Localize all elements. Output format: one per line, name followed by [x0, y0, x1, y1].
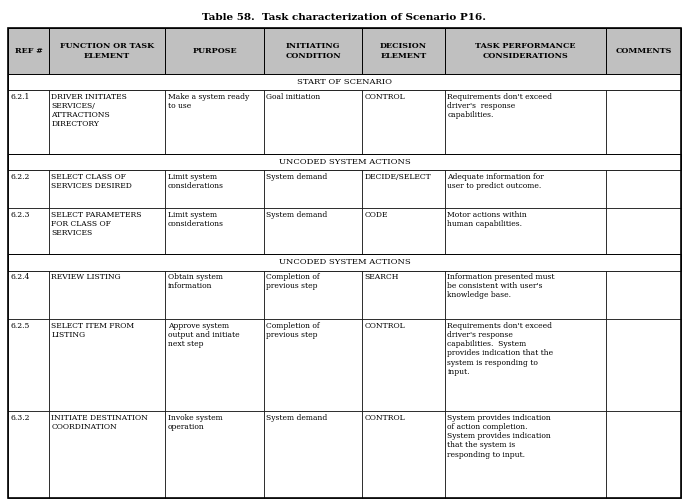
Text: Goal initiation: Goal initiation — [267, 93, 320, 101]
Text: System demand: System demand — [267, 173, 327, 181]
Bar — [165, 28, 264, 74]
Bar — [445, 171, 606, 208]
Bar — [445, 90, 606, 154]
Bar — [165, 90, 264, 154]
Bar — [264, 208, 362, 255]
Bar — [264, 271, 362, 319]
Text: 6.3.2: 6.3.2 — [10, 414, 30, 422]
Text: 6.2.5: 6.2.5 — [10, 322, 30, 330]
Bar — [362, 208, 445, 255]
Text: 6.2.1: 6.2.1 — [10, 93, 30, 101]
Bar — [49, 28, 165, 74]
Text: SELECT ITEM FROM
LISTING: SELECT ITEM FROM LISTING — [52, 322, 134, 339]
Bar — [8, 154, 681, 171]
Bar — [362, 319, 445, 411]
Text: Invoke system
operation: Invoke system operation — [168, 414, 223, 431]
Text: DRIVER INITIATES
SERVICES/
ATTRACTIONS
DIRECTORY: DRIVER INITIATES SERVICES/ ATTRACTIONS D… — [52, 93, 127, 128]
Bar — [264, 28, 362, 74]
Bar — [165, 171, 264, 208]
Bar — [49, 319, 165, 411]
Bar — [49, 411, 165, 498]
Bar — [165, 208, 264, 255]
Text: System demand: System demand — [267, 414, 327, 422]
Text: Information presented must
be consistent with user's
knowledge base.: Information presented must be consistent… — [447, 273, 555, 299]
Bar — [264, 90, 362, 154]
Text: Obtain system
information: Obtain system information — [168, 273, 223, 290]
Text: INITIATING
CONDITION: INITIATING CONDITION — [285, 42, 341, 60]
Text: UNCODED SYSTEM ACTIONS: UNCODED SYSTEM ACTIONS — [278, 158, 411, 166]
Text: DECIDE/SELECT: DECIDE/SELECT — [364, 173, 431, 181]
Bar — [362, 411, 445, 498]
Text: REVIEW LISTING: REVIEW LISTING — [52, 273, 121, 281]
Bar — [8, 208, 49, 255]
Text: START OF SCENARIO: START OF SCENARIO — [297, 78, 392, 86]
Bar — [362, 171, 445, 208]
Text: SEARCH: SEARCH — [364, 273, 399, 281]
Bar — [8, 411, 49, 498]
Text: Make a system ready
to use: Make a system ready to use — [168, 93, 249, 110]
Bar — [165, 271, 264, 319]
Bar — [445, 208, 606, 255]
Bar — [8, 255, 681, 271]
Text: INITIATE DESTINATION
COORDINATION: INITIATE DESTINATION COORDINATION — [52, 414, 148, 431]
Text: Limit system
considerations: Limit system considerations — [168, 173, 224, 190]
Text: 6.2.2: 6.2.2 — [10, 173, 30, 181]
Bar — [606, 208, 681, 255]
Text: 6.2.3: 6.2.3 — [10, 211, 30, 219]
Text: DECISION
ELEMENT: DECISION ELEMENT — [380, 42, 427, 60]
Text: Completion of
previous step: Completion of previous step — [267, 322, 320, 339]
Bar — [264, 411, 362, 498]
Bar — [362, 271, 445, 319]
Bar — [445, 271, 606, 319]
Text: System provides indication
of action completion.
System provides indication
that: System provides indication of action com… — [447, 414, 551, 459]
Bar — [8, 90, 49, 154]
Text: Completion of
previous step: Completion of previous step — [267, 273, 320, 290]
Text: SELECT PARAMETERS
FOR CLASS OF
SERVICES: SELECT PARAMETERS FOR CLASS OF SERVICES — [52, 211, 142, 237]
Bar — [49, 271, 165, 319]
Bar — [8, 28, 49, 74]
Text: Requirements don't exceed
driver's  response
capabilities.: Requirements don't exceed driver's respo… — [447, 93, 553, 119]
Text: CONTROL: CONTROL — [364, 322, 405, 330]
Text: COMMENTS: COMMENTS — [615, 47, 672, 55]
Text: Approve system
output and initiate
next step: Approve system output and initiate next … — [168, 322, 240, 348]
Bar — [606, 28, 681, 74]
Bar — [165, 319, 264, 411]
Bar — [362, 90, 445, 154]
Bar — [445, 411, 606, 498]
Text: SELECT CLASS OF
SERVICES DESIRED: SELECT CLASS OF SERVICES DESIRED — [52, 173, 132, 190]
Bar — [445, 28, 606, 74]
Bar — [8, 171, 49, 208]
Bar — [49, 208, 165, 255]
Bar — [49, 171, 165, 208]
Bar — [606, 90, 681, 154]
Bar — [445, 319, 606, 411]
Bar — [264, 319, 362, 411]
Text: Limit system
considerations: Limit system considerations — [168, 211, 224, 228]
Bar — [362, 28, 445, 74]
Text: Motor actions within
human capabilities.: Motor actions within human capabilities. — [447, 211, 527, 228]
Text: FUNCTION OR TASK
ELEMENT: FUNCTION OR TASK ELEMENT — [60, 42, 154, 60]
Text: Requirements don't exceed
driver's response
capabilities.  System
provides indic: Requirements don't exceed driver's respo… — [447, 322, 553, 376]
Bar — [49, 90, 165, 154]
Text: CONTROL: CONTROL — [364, 414, 405, 422]
Text: PURPOSE: PURPOSE — [192, 47, 237, 55]
Bar — [8, 74, 681, 90]
Text: UNCODED SYSTEM ACTIONS: UNCODED SYSTEM ACTIONS — [278, 259, 411, 267]
Bar — [606, 411, 681, 498]
Bar — [606, 171, 681, 208]
Text: REF #: REF # — [14, 47, 43, 55]
Bar — [606, 319, 681, 411]
Bar — [264, 171, 362, 208]
Text: System demand: System demand — [267, 211, 327, 219]
Text: 6.2.4: 6.2.4 — [10, 273, 30, 281]
Bar — [8, 319, 49, 411]
Text: TASK PERFORMANCE
CONSIDERATIONS: TASK PERFORMANCE CONSIDERATIONS — [475, 42, 576, 60]
Text: Table 58.  Task characterization of Scenario P16.: Table 58. Task characterization of Scena… — [203, 13, 486, 22]
Text: Adequate information for
user to predict outcome.: Adequate information for user to predict… — [447, 173, 544, 190]
Bar — [165, 411, 264, 498]
Text: CONTROL: CONTROL — [364, 93, 405, 101]
Bar — [8, 271, 49, 319]
Bar — [606, 271, 681, 319]
Text: CODE: CODE — [364, 211, 388, 219]
